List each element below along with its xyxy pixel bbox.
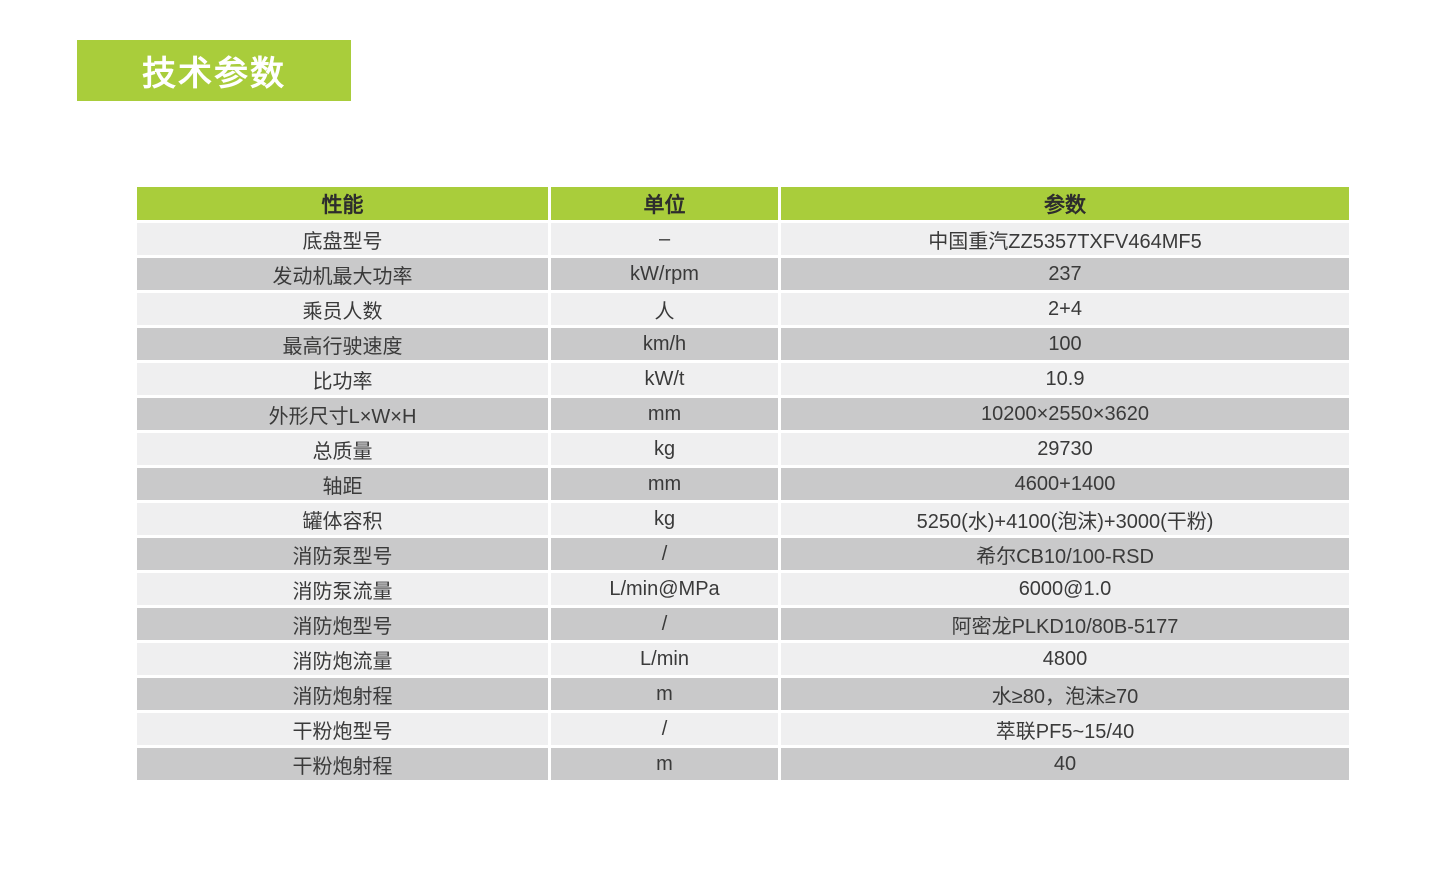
cell-name: 比功率 bbox=[137, 363, 548, 395]
cell-value: 萃联PF5~15/40 bbox=[781, 713, 1349, 745]
spec-table-head: 性能 单位 参数 bbox=[137, 187, 1349, 220]
cell-value: 237 bbox=[781, 258, 1349, 290]
cell-unit: mm bbox=[551, 468, 778, 500]
cell-unit: km/h bbox=[551, 328, 778, 360]
cell-unit: m bbox=[551, 678, 778, 710]
table-row: 最高行驶速度 km/h 100 bbox=[137, 328, 1349, 360]
cell-name: 消防泵流量 bbox=[137, 573, 548, 605]
cell-name: 消防炮流量 bbox=[137, 643, 548, 675]
spec-table: 性能 单位 参数 底盘型号 – 中国重汽ZZ5357TXFV464MF5 发动机… bbox=[134, 184, 1352, 783]
cell-unit: mm bbox=[551, 398, 778, 430]
cell-value: 阿密龙PLKD10/80B-5177 bbox=[781, 608, 1349, 640]
cell-value: 5250(水)+4100(泡沫)+3000(干粉) bbox=[781, 503, 1349, 535]
cell-value: 6000@1.0 bbox=[781, 573, 1349, 605]
cell-value: 4800 bbox=[781, 643, 1349, 675]
header-row: 性能 单位 参数 bbox=[137, 187, 1349, 220]
cell-name: 轴距 bbox=[137, 468, 548, 500]
table-row: 消防泵流量 L/min@MPa 6000@1.0 bbox=[137, 573, 1349, 605]
cell-unit: kW/rpm bbox=[551, 258, 778, 290]
table-row: 外形尺寸L×W×H mm 10200×2550×3620 bbox=[137, 398, 1349, 430]
table-row: 乘员人数 人 2+4 bbox=[137, 293, 1349, 325]
cell-value: 10200×2550×3620 bbox=[781, 398, 1349, 430]
cell-unit: kg bbox=[551, 433, 778, 465]
cell-value: 2+4 bbox=[781, 293, 1349, 325]
cell-value: 4600+1400 bbox=[781, 468, 1349, 500]
spec-table-container: 性能 单位 参数 底盘型号 – 中国重汽ZZ5357TXFV464MF5 发动机… bbox=[134, 184, 1352, 783]
column-header-unit: 单位 bbox=[551, 187, 778, 220]
column-header-performance: 性能 bbox=[137, 187, 548, 220]
cell-unit: / bbox=[551, 538, 778, 570]
cell-value: 中国重汽ZZ5357TXFV464MF5 bbox=[781, 223, 1349, 255]
cell-unit: 人 bbox=[551, 293, 778, 325]
cell-unit: m bbox=[551, 748, 778, 780]
cell-name: 干粉炮射程 bbox=[137, 748, 548, 780]
page-title-badge: 技术参数 bbox=[77, 40, 351, 101]
table-row: 干粉炮射程 m 40 bbox=[137, 748, 1349, 780]
cell-name: 底盘型号 bbox=[137, 223, 548, 255]
cell-unit: kg bbox=[551, 503, 778, 535]
table-row: 消防炮流量 L/min 4800 bbox=[137, 643, 1349, 675]
table-row: 消防炮射程 m 水≥80，泡沫≥70 bbox=[137, 678, 1349, 710]
cell-name: 外形尺寸L×W×H bbox=[137, 398, 548, 430]
table-row: 消防炮型号 / 阿密龙PLKD10/80B-5177 bbox=[137, 608, 1349, 640]
table-row: 消防泵型号 / 希尔CB10/100-RSD bbox=[137, 538, 1349, 570]
cell-name: 罐体容积 bbox=[137, 503, 548, 535]
cell-name: 发动机最大功率 bbox=[137, 258, 548, 290]
cell-name: 干粉炮型号 bbox=[137, 713, 548, 745]
cell-value: 10.9 bbox=[781, 363, 1349, 395]
spec-table-body: 底盘型号 – 中国重汽ZZ5357TXFV464MF5 发动机最大功率 kW/r… bbox=[137, 223, 1349, 780]
cell-name: 消防炮型号 bbox=[137, 608, 548, 640]
table-row: 干粉炮型号 / 萃联PF5~15/40 bbox=[137, 713, 1349, 745]
column-header-parameter: 参数 bbox=[781, 187, 1349, 220]
cell-unit: / bbox=[551, 608, 778, 640]
cell-unit: – bbox=[551, 223, 778, 255]
table-row: 轴距 mm 4600+1400 bbox=[137, 468, 1349, 500]
cell-unit: L/min@MPa bbox=[551, 573, 778, 605]
cell-unit: / bbox=[551, 713, 778, 745]
cell-name: 最高行驶速度 bbox=[137, 328, 548, 360]
cell-name: 消防炮射程 bbox=[137, 678, 548, 710]
cell-value: 希尔CB10/100-RSD bbox=[781, 538, 1349, 570]
page-title: 技术参数 bbox=[142, 55, 286, 93]
table-row: 比功率 kW/t 10.9 bbox=[137, 363, 1349, 395]
cell-value: 29730 bbox=[781, 433, 1349, 465]
cell-name: 消防泵型号 bbox=[137, 538, 548, 570]
cell-unit: L/min bbox=[551, 643, 778, 675]
cell-name: 总质量 bbox=[137, 433, 548, 465]
table-row: 发动机最大功率 kW/rpm 237 bbox=[137, 258, 1349, 290]
cell-unit: kW/t bbox=[551, 363, 778, 395]
table-row: 总质量 kg 29730 bbox=[137, 433, 1349, 465]
cell-value: 40 bbox=[781, 748, 1349, 780]
cell-value: 水≥80，泡沫≥70 bbox=[781, 678, 1349, 710]
table-row: 罐体容积 kg 5250(水)+4100(泡沫)+3000(干粉) bbox=[137, 503, 1349, 535]
cell-value: 100 bbox=[781, 328, 1349, 360]
table-row: 底盘型号 – 中国重汽ZZ5357TXFV464MF5 bbox=[137, 223, 1349, 255]
cell-name: 乘员人数 bbox=[137, 293, 548, 325]
